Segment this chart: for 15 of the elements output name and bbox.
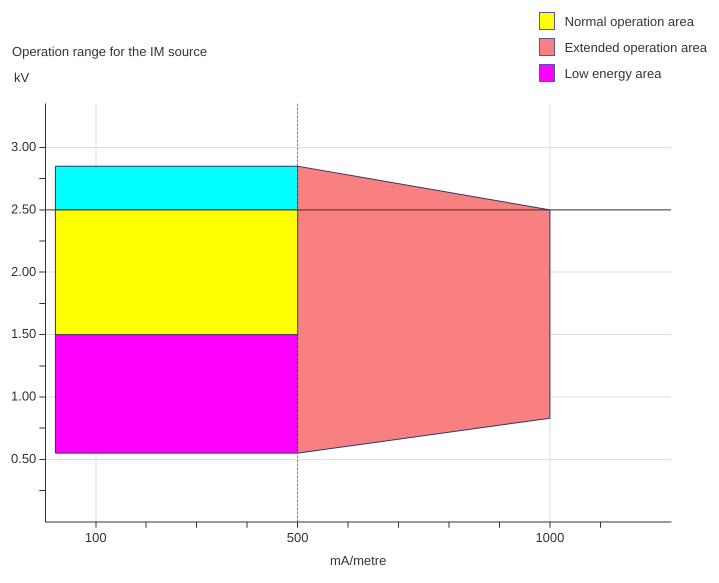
legend-label: Low energy area [564, 66, 662, 80]
y-tick-label: 1.00 [10, 388, 36, 404]
legend-label: Extended operation area [564, 40, 707, 54]
x-tick-label: 1000 [535, 530, 564, 546]
x-axis-title: mA/metre [330, 552, 386, 568]
chart-title: Operation range for the IM source [12, 44, 208, 59]
y-tick-label: 3.00 [10, 139, 36, 154]
x-tick-label: 100 [84, 530, 107, 546]
y-tick-label: 1.50 [10, 326, 36, 342]
legend-label: Normal operation area [564, 14, 694, 28]
y-tick-label: 2.50 [10, 201, 36, 216]
x-tick-label: 500 [286, 530, 308, 546]
y-tick-label: 0.50 [10, 450, 36, 466]
y-tick-label: 2.00 [10, 264, 36, 279]
y-axis-title: kV [14, 70, 30, 85]
